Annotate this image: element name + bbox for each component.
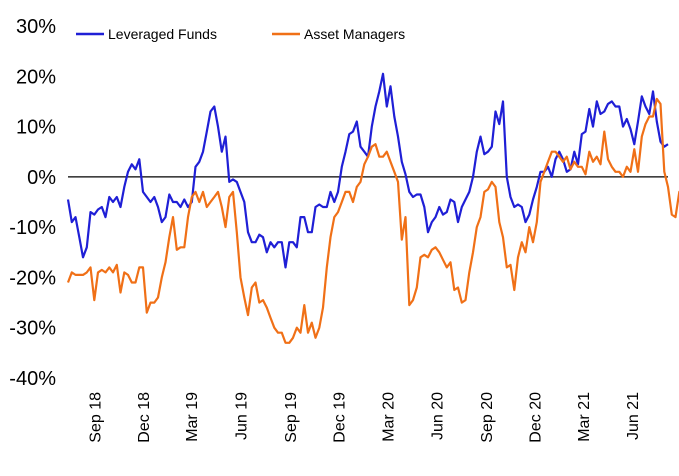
legend: Leveraged Funds Asset Managers xyxy=(76,26,405,42)
x-tick-label: Dec 18 xyxy=(136,392,153,443)
x-tick-label: Sep 20 xyxy=(479,392,496,443)
y-tick-label: 20% xyxy=(16,66,56,88)
series-line-leveraged-funds xyxy=(66,72,669,269)
y-axis: 30% 20% 10% 0% -10% -20% -30% -40% xyxy=(9,16,56,390)
y-tick-label: -10% xyxy=(9,217,56,239)
x-tick-label: Dec 20 xyxy=(528,392,545,443)
x-tick-label: Jun 21 xyxy=(625,392,642,440)
x-tick-label: Sep 19 xyxy=(283,392,300,443)
x-tick-label: Sep 18 xyxy=(87,392,104,443)
x-tick-label: Mar 19 xyxy=(184,392,201,442)
x-tick-label: Jun 20 xyxy=(430,392,447,440)
x-tick-label: Mar 20 xyxy=(380,392,397,442)
y-tick-label: 10% xyxy=(16,117,56,139)
y-tick-label: 0% xyxy=(27,167,56,189)
y-tick-label: -40% xyxy=(9,368,56,390)
y-tick-label: -20% xyxy=(9,267,56,289)
y-tick-label: -30% xyxy=(9,318,56,340)
series-line-asset-managers xyxy=(66,97,679,344)
x-tick-label: Mar 21 xyxy=(576,392,593,442)
series-group xyxy=(66,72,679,344)
x-axis: Sep 18 Dec 18 Mar 19 Jun 19 Sep 19 Dec 19 Mar … xyxy=(87,392,642,443)
legend-label-leveraged-funds: Leveraged Funds xyxy=(108,26,217,42)
x-tick-label: Jun 19 xyxy=(234,392,251,440)
x-tick-label: Dec 19 xyxy=(332,392,349,443)
legend-label-asset-managers: Asset Managers xyxy=(304,26,405,42)
y-tick-label: 30% xyxy=(16,16,56,38)
